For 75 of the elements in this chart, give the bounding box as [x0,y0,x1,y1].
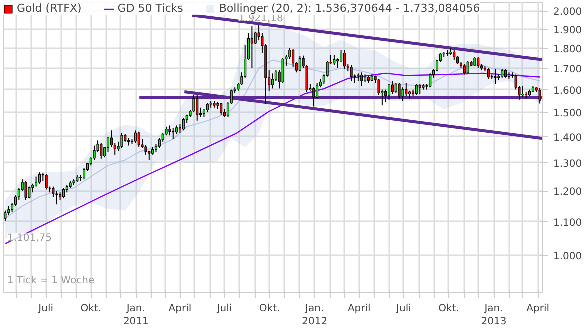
x-tick-label: April [168,304,192,314]
candlestick [360,72,364,88]
y-tick-label: 1.800 [554,44,582,56]
candlestick [333,54,336,66]
candlestick [538,88,542,104]
x-tick-label: Okt. [438,304,460,314]
candlestick [206,102,209,114]
candlestick [394,82,398,94]
annotation: 1 Tick = 1 Woche [8,276,95,286]
annotation: 1.101,75 [7,233,52,244]
candlestick [418,84,422,95]
candlestick [271,73,274,90]
legend-label: GD 50 Ticks [118,2,184,15]
candlestick [172,128,175,140]
candlestick [56,190,58,206]
x-tick-label: April [526,304,550,314]
x-tick-label: Juli [38,304,54,314]
y-tick-label: 1.300 [554,158,582,170]
candlestick [494,68,497,85]
candlestick [466,60,470,74]
x-tick-label: Juli [216,304,232,314]
candlestick [182,118,185,132]
candlestick [474,56,476,67]
candlestick [402,87,404,102]
x-tick-label: Okt. [80,304,102,314]
candlestick [312,87,316,108]
candlestick [24,180,28,201]
y-tick-label: 1.400 [554,132,582,144]
x-tick-label: Juli [396,304,412,314]
candlestick [487,68,490,80]
candlestick [415,84,418,96]
candlestick [398,82,401,100]
legend-label: Gold (RTFX) [17,2,82,15]
candlestick [100,142,103,160]
x-tick-label: Jan. 2011 [123,304,149,328]
candlestick [522,86,524,98]
x-tick-label: Okt. [259,304,280,314]
line-series [4,72,541,245]
candlestick [120,132,124,149]
candlestick [388,84,391,100]
candlestick [343,50,346,70]
candlestick [453,50,456,61]
candlestick [391,80,394,95]
x-tick-label: April [348,304,371,314]
candlestick [52,186,55,198]
x-tick-label: Jan. 2013 [481,304,507,328]
candlestick [45,174,48,190]
y-tick-label: 1.200 [554,187,582,198]
candlestick [192,94,196,114]
candlestick [350,64,353,82]
candlestick [4,210,7,222]
legend-label: Bollinger (20, 2): 1.536,370644 - 1.733,084056 [219,2,480,15]
candlestick [138,131,140,148]
candlestick [62,188,65,200]
candlestick [298,56,302,72]
y-tick-label: 1.500 [554,108,582,120]
candlestick [28,186,31,200]
y-tick-label: 1.000 [554,251,582,262]
candlestick [477,56,480,69]
candlestick [168,125,172,136]
candlestick [196,94,199,122]
x-tick-label: Jan. 2012 [302,304,328,328]
candlestick [250,26,254,69]
y-tick-label: 1.900 [554,25,582,36]
candlestick [38,172,42,184]
candlestick [134,130,137,144]
line-series [4,60,541,220]
candlestick [405,82,408,97]
candlestick [463,64,466,76]
annotation: 1.921,18 [238,13,284,24]
y-tick-label: 2.000 [554,7,582,18]
candlestick [429,73,432,88]
y-tick-label: 1.100 [554,218,582,229]
y-tick-label: 1.700 [554,64,582,76]
y-tick-label: 1.600 [554,86,582,97]
